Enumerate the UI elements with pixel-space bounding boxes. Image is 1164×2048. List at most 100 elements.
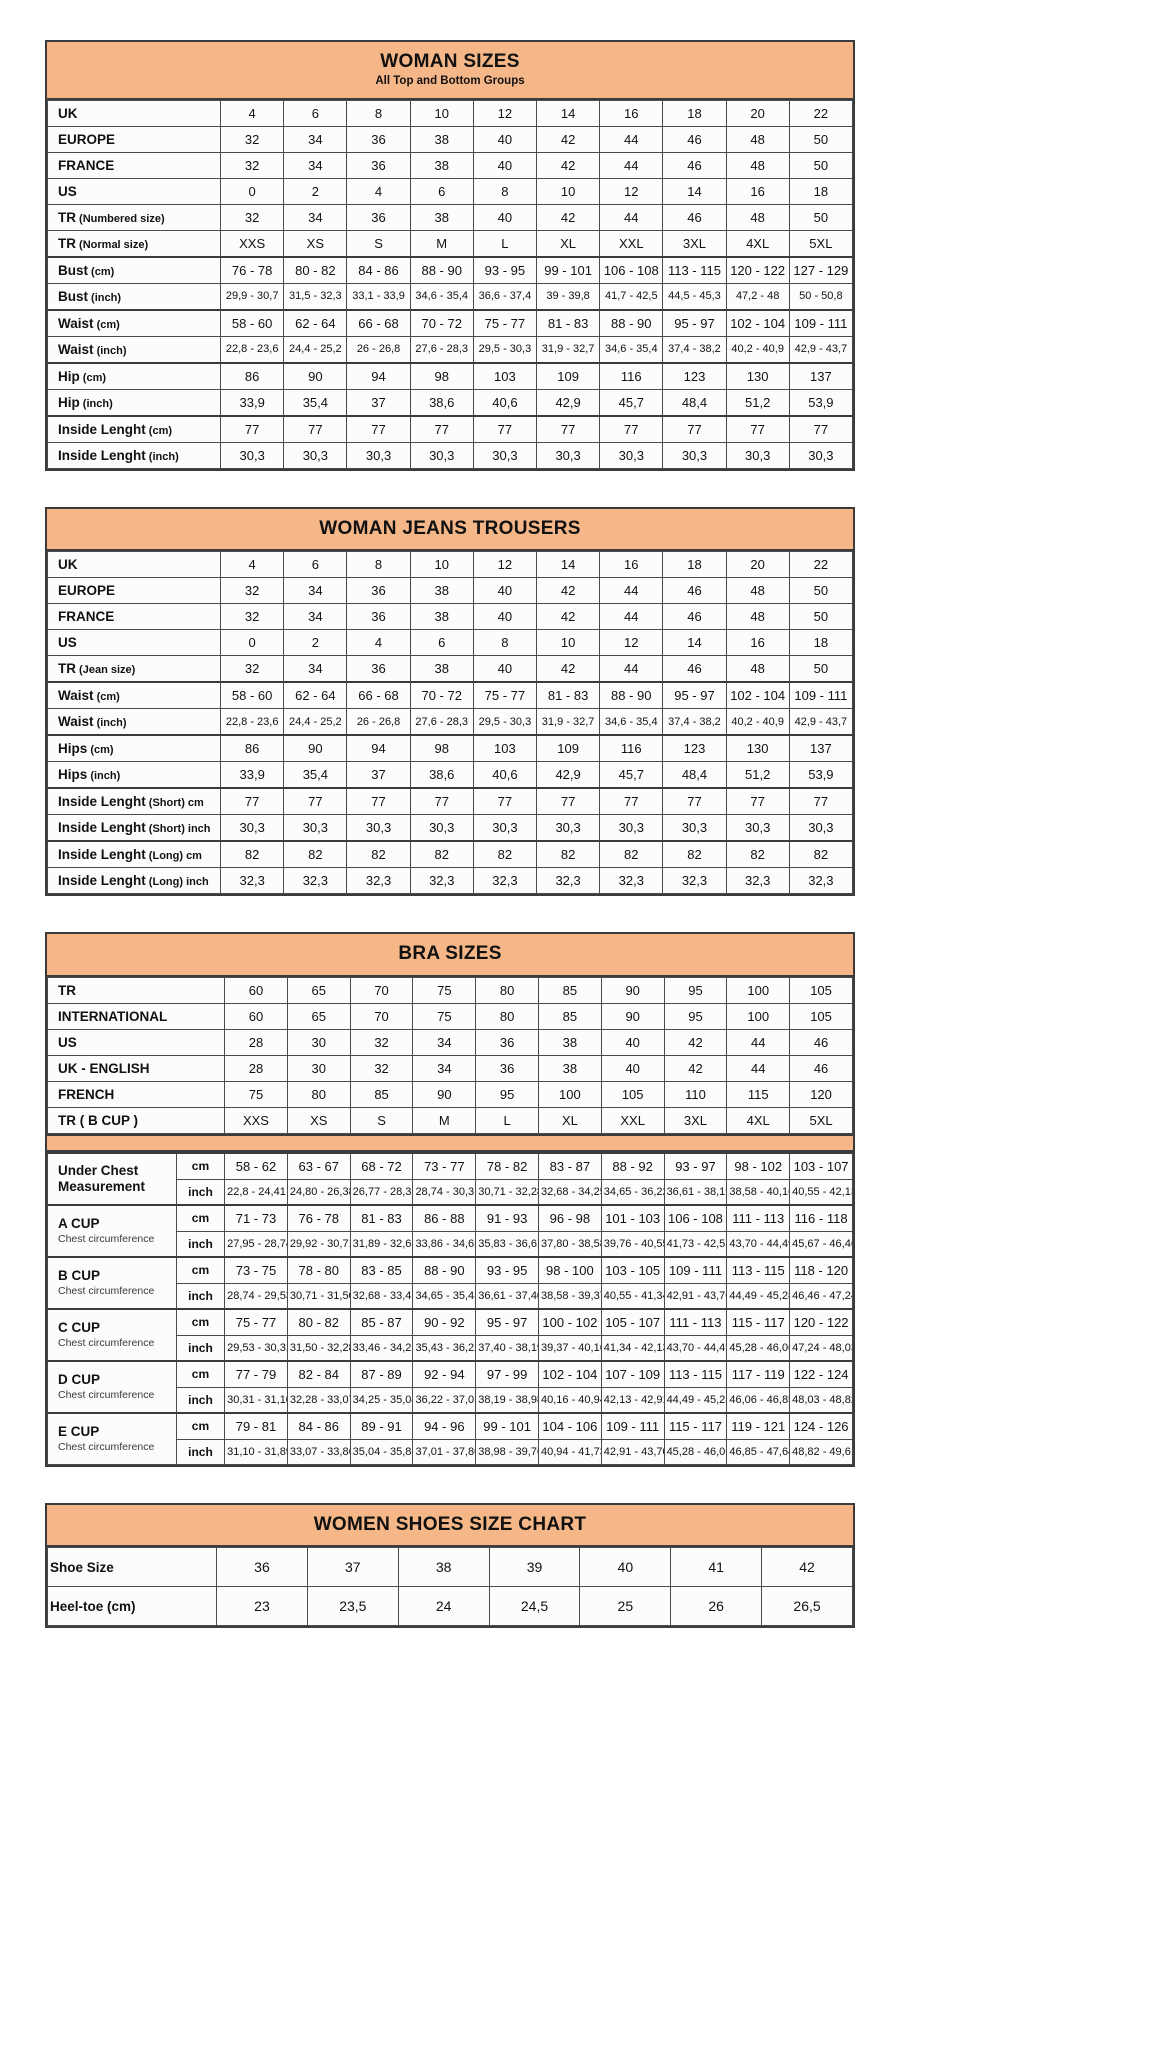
cell: 41,34 - 42,13 (600, 1334, 665, 1362)
row-unit: (Jean size) (76, 664, 136, 677)
cell: 32,28 - 33,07 (286, 1386, 351, 1414)
row-label: EUROPE (46, 125, 222, 153)
cell: 30,3 (346, 441, 411, 469)
cell: 102 - 104 (725, 681, 790, 710)
cell: 14 (662, 177, 727, 205)
cell: 0 (220, 177, 285, 205)
row-label: Waist (cm) (46, 681, 222, 710)
row-label: TR ( B CUP ) (46, 1106, 226, 1134)
cell: 30,3 (283, 814, 348, 842)
cell: 130 (725, 734, 790, 763)
cell: 22,8 - 23,6 (220, 708, 285, 736)
chart-title-text: WOMEN SHOES SIZE CHART (313, 1513, 587, 1535)
cell: 27,95 - 28,74 (224, 1230, 288, 1258)
cell: 30,71 - 32,28 (475, 1178, 539, 1206)
cell: 34,6 - 35,4 (409, 282, 474, 311)
cell: 116 (599, 734, 664, 763)
cell: 77 (346, 414, 411, 443)
cell: 77 (472, 787, 538, 816)
cell: 4 (346, 177, 411, 205)
cell: 16 (599, 551, 664, 579)
cell: 50 (788, 125, 854, 153)
row-unit: (inch) (88, 291, 121, 304)
table-row: Bust (cm) 76 - 78 80 - 82 84 - 86 88 - 90 93 … (46, 255, 854, 284)
cell: 76 - 78 (220, 255, 285, 284)
table-row: EUROPE 32 34 36 38 40 42 44 46 48 50 (46, 125, 854, 153)
cell: 6 (283, 551, 348, 579)
row-unit: (Normal size) (76, 238, 149, 251)
cell: 82 (409, 840, 474, 869)
cell: 81 - 83 (535, 308, 601, 337)
cell: 42 (535, 125, 601, 153)
cell: 44 (599, 577, 664, 605)
cell: 30,3 (283, 441, 348, 469)
cell: 24,4 - 25,2 (283, 335, 348, 364)
table-row: inch 22,8 - 24,41 24,80 - 26,38 26,77 - 28,… (48, 1178, 853, 1206)
cell: 46,06 - 46,85 (726, 1386, 791, 1414)
cell: 70 (349, 1002, 414, 1030)
cell: 43,70 - 44,49 (726, 1230, 791, 1258)
cell: 22,8 - 23,6 (220, 335, 285, 364)
cell: 36,22 - 37,01 (412, 1386, 477, 1414)
row-label: Heel-toe (cm) (46, 1586, 218, 1627)
cell: 89 - 91 (349, 1411, 414, 1440)
cell: 84 - 86 (346, 255, 411, 284)
cell: 24,4 - 25,2 (283, 708, 348, 736)
cell: XXS (224, 1106, 288, 1134)
cell: 51,2 (725, 388, 790, 417)
cell: 44 (599, 125, 664, 153)
cell: 37,4 - 38,2 (662, 335, 727, 364)
row-label: INTERNATIONAL (46, 1002, 226, 1030)
cell: 40 (579, 1547, 672, 1588)
table-row: Shoe Size 36 37 38 39 40 41 42 (46, 1547, 853, 1588)
row-unit: (Long) inch (145, 876, 209, 889)
cell: 30,71 - 31,50 (286, 1282, 351, 1310)
cell: 31,50 - 32,28 (286, 1334, 351, 1362)
cell: 32,3 (535, 867, 601, 895)
cell: 40 (472, 577, 538, 605)
cell: 42 (535, 603, 601, 631)
cell: XS (286, 1106, 351, 1134)
cell: 95 (475, 1080, 539, 1108)
cell: 29,53 - 30,31 (224, 1334, 288, 1362)
row-label: Inside Lenght (inch) (46, 441, 222, 469)
cell: 29,9 - 30,7 (220, 282, 285, 311)
cell: 77 (409, 414, 474, 443)
cell: 38 (409, 655, 474, 683)
cell: 90 (283, 734, 348, 763)
cell: 87 - 89 (349, 1359, 414, 1388)
table-row: Waist (inch) 22,8 - 23,6 24,4 - 25,2 26 - 2… (46, 708, 854, 736)
cell: 45,28 - 46,06 (726, 1334, 791, 1362)
cell: 26 - 26,8 (346, 335, 411, 364)
cell: 122 - 124 (789, 1359, 853, 1388)
chart-subtitle-text: All Top and Bottom Groups (375, 75, 525, 88)
cell: 40,2 - 40,9 (725, 708, 790, 736)
cell: 25 (579, 1586, 672, 1627)
cell: 109 - 111 (788, 308, 854, 337)
cell: 40,6 (472, 388, 538, 417)
table-row: Inside Lenght (Short) inch 30,3 30,3 30,3 30… (46, 814, 854, 842)
table-row: Hip (inch) 33,9 35,4 37 38,6 40,6 42,9 45,7 48,4… (46, 388, 854, 417)
cell: 77 (409, 787, 474, 816)
cell: 60 (224, 1002, 288, 1030)
cup-group-sublabel: Chest circumference (58, 1441, 155, 1453)
cell: 66 - 68 (346, 681, 411, 710)
cell: 6 (409, 177, 474, 205)
table-row: D CUP Chest circumference cm 77 - 79 82 - 84… (47, 1359, 853, 1414)
cell: XXL (599, 229, 664, 258)
cell: 50 (788, 203, 854, 231)
cell: 40,16 - 40,94 (538, 1386, 602, 1414)
cell: 6 (283, 99, 348, 127)
cell: 68 - 72 (349, 1151, 414, 1180)
cell: 33,86 - 34,65 (412, 1230, 477, 1258)
cell: 30,3 (662, 441, 727, 469)
row-unit: (inch) (145, 450, 179, 463)
cell: 90 (283, 361, 348, 390)
chart-block-woman-jeans-trousers: WOMAN JEANS TROUSERS UK 4 6 8 10 12 14 16 18 20 22 E… (45, 506, 855, 897)
cell: 75 (224, 1080, 288, 1108)
cell: 31,10 - 31,89 (224, 1438, 288, 1465)
cell: 95 (663, 976, 728, 1004)
table-row: Under Chest Measurement cm 58 - 62 63 - 67 68… (47, 1151, 853, 1206)
table-woman-sizes: UK 4 6 8 10 12 14 16 18 20 22 EUROPE 32 34 36 38 40 42 44 4… (46, 99, 854, 469)
cell: 30,3 (472, 441, 538, 469)
